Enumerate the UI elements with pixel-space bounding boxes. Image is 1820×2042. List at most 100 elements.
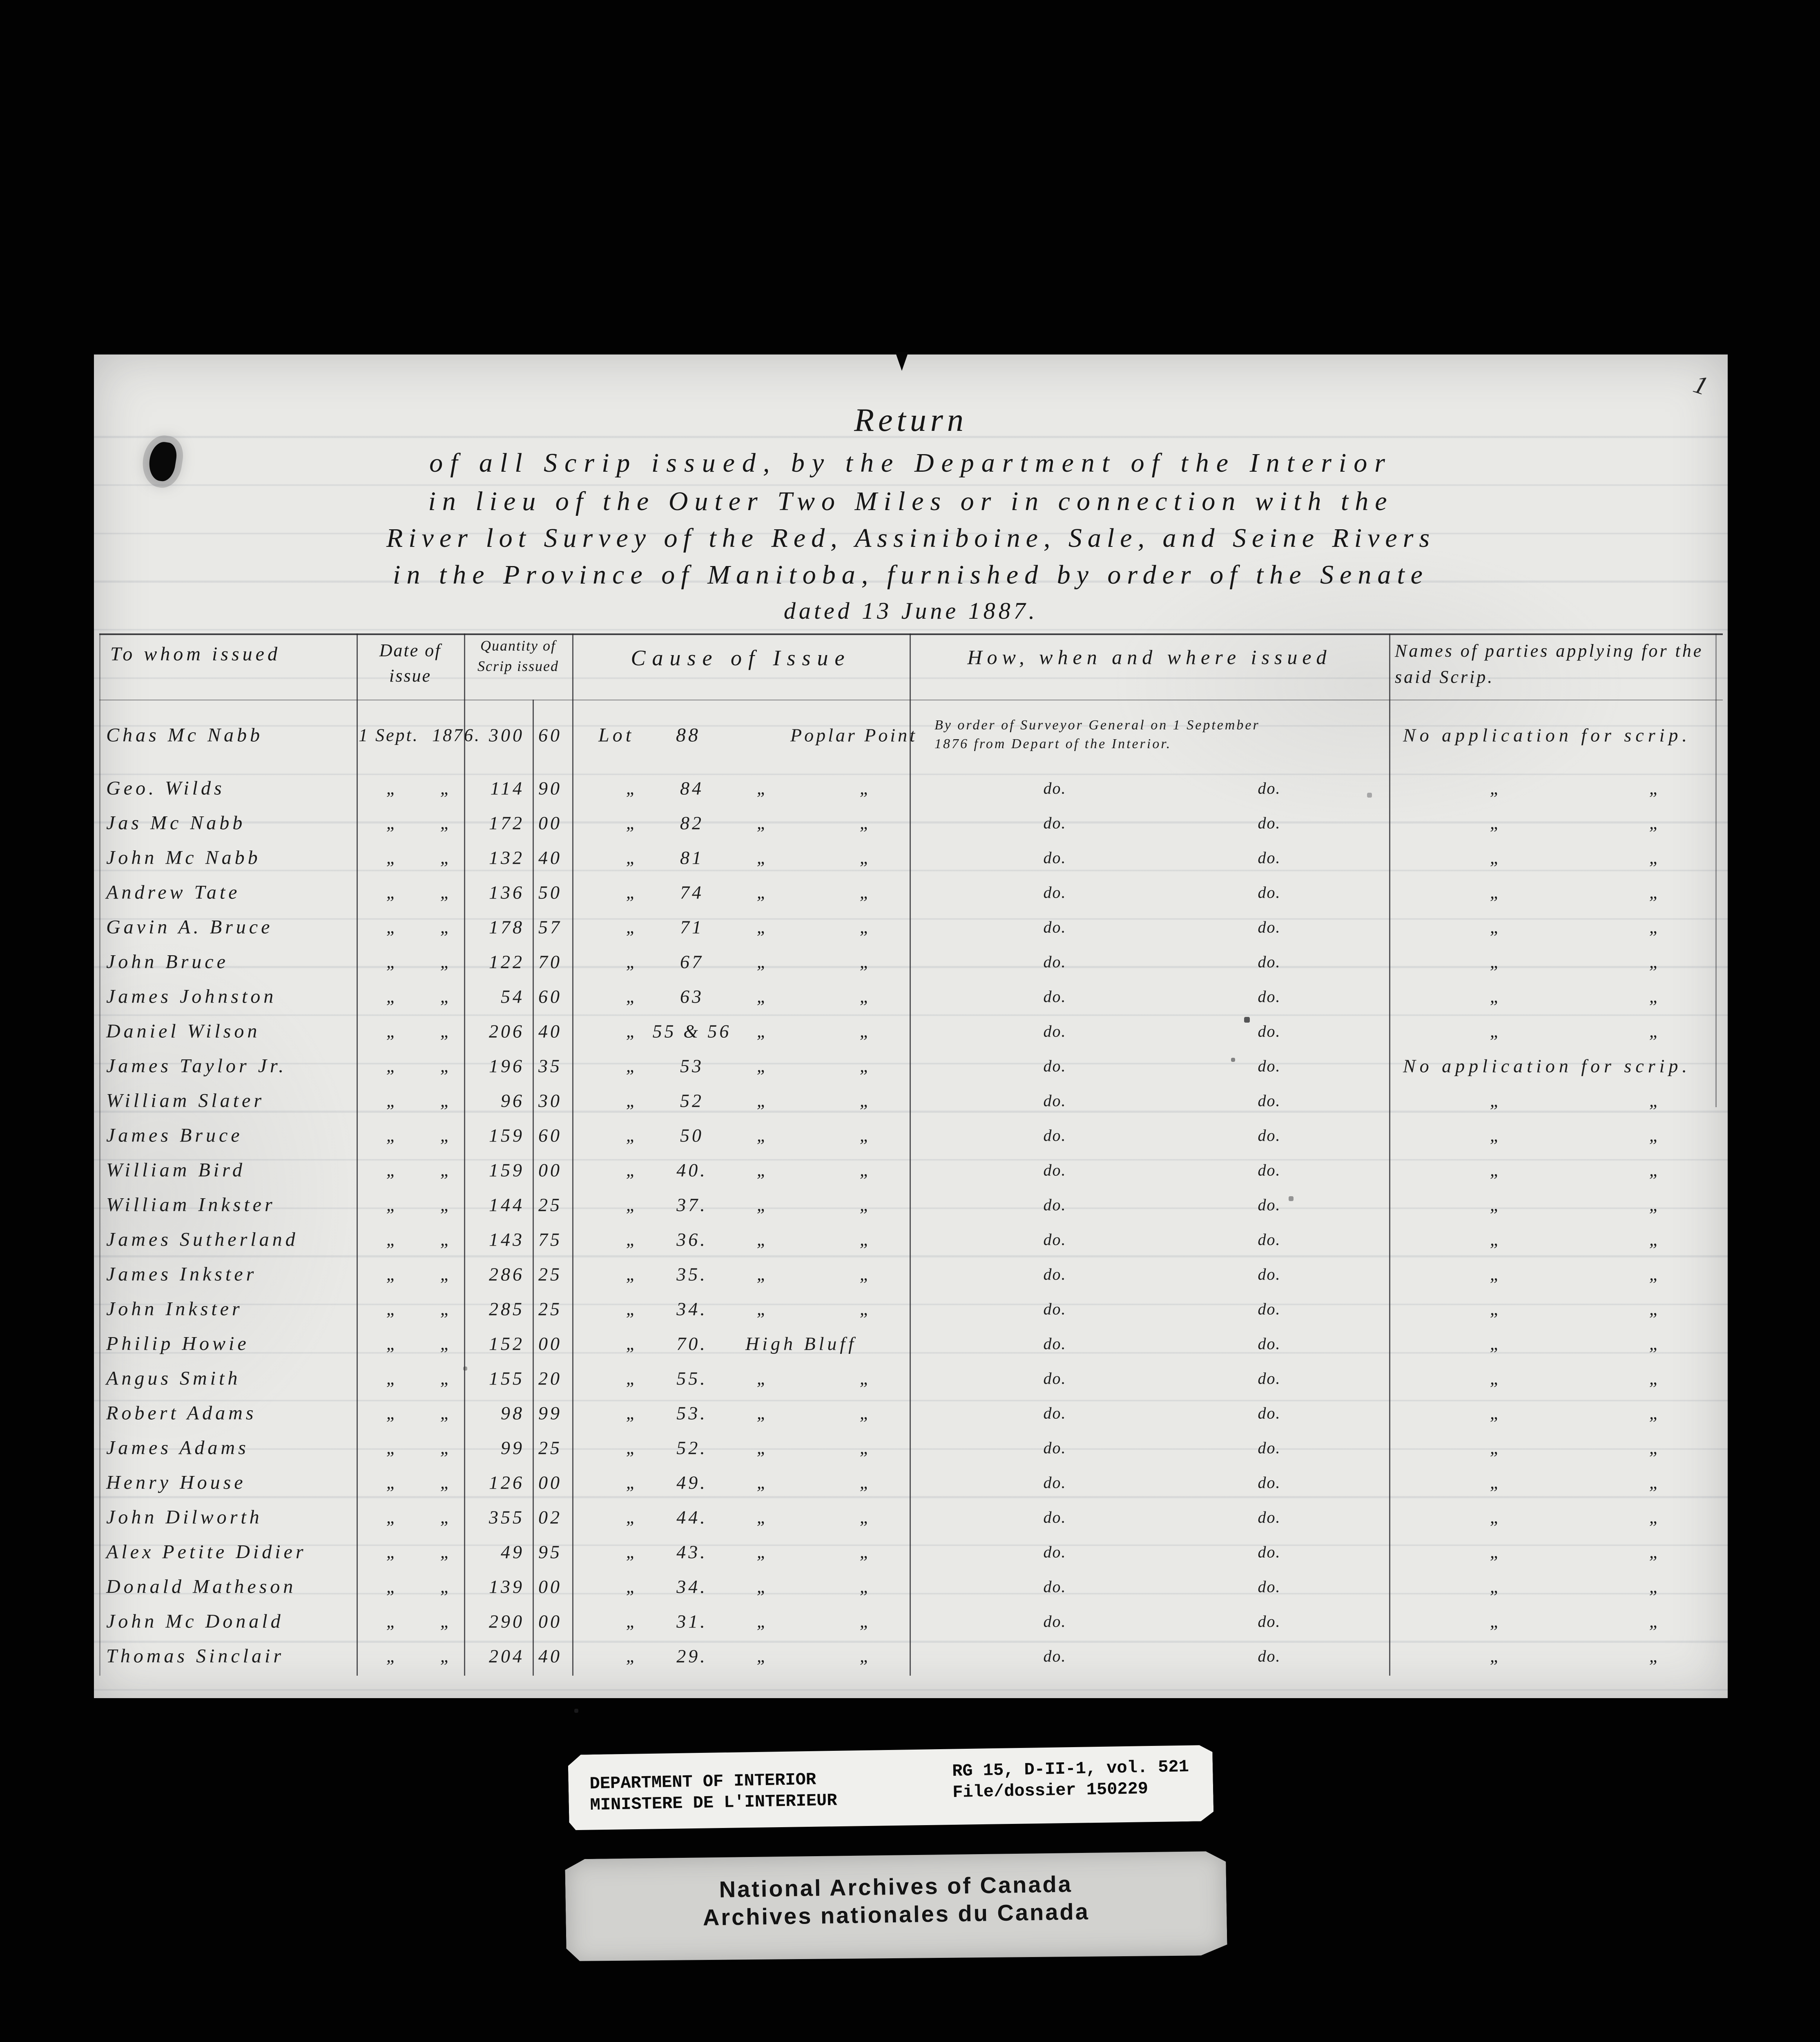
table-row: John Bruce „ „ 122 70 „ 67 „ „ do. do. „ „ xyxy=(94,945,1728,979)
cell-name: James Adams xyxy=(106,1436,249,1458)
cell-place-ditto: „ xyxy=(756,847,767,867)
cell-parties-ditto: „ xyxy=(1490,1298,1500,1319)
table-row: James Sutherland „ „ 143 75 „ 36. „ „ do. do. „ „ xyxy=(94,1222,1728,1257)
cell-how-ditto: do. xyxy=(1258,1265,1281,1284)
table-row: Gavin A. Bruce „ „ 178 57 „ 71 „ „ do. do. „ „ xyxy=(94,910,1728,945)
cell-how-ditto: do. xyxy=(1258,1334,1281,1353)
table-row: Chas Mc Nabb 1 Sept. 1876. 300 60 Lot 88 Poplar… xyxy=(94,700,1728,771)
cell-how-ditto: do. xyxy=(1043,883,1066,902)
table-row: William Slater „ „ 96 30 „ 52 „ „ do. do. „ „ xyxy=(94,1083,1728,1118)
cell-name: Robert Adams xyxy=(106,1402,257,1424)
cell-parties-ditto: „ xyxy=(1649,1229,1659,1249)
cell-quantity-dollars: 96 xyxy=(501,1090,524,1111)
cell-date-day: „ xyxy=(386,1264,397,1284)
cell-how-ditto: do. xyxy=(1043,1612,1066,1631)
cell-place-ditto: „ xyxy=(756,1472,767,1492)
cell-date-day: „ xyxy=(386,847,397,867)
cell-quantity-dollars: 152 xyxy=(489,1333,524,1354)
cell-date-day: „ xyxy=(386,951,397,972)
cell-place-ditto: „ xyxy=(859,1368,870,1388)
cell-name: John Mc Donald xyxy=(106,1610,284,1632)
cell-quantity-dollars: 122 xyxy=(489,951,524,972)
cell-place-ditto: „ xyxy=(756,882,767,902)
cell-quantity-cents: 00 xyxy=(538,1471,562,1493)
cell-quantity-cents: 40 xyxy=(538,1645,562,1666)
cell-name: William Inkster xyxy=(106,1193,276,1215)
cell-date-year: „ xyxy=(440,1437,451,1458)
cell-how-ditto: do. xyxy=(1043,814,1066,832)
cell-how-ditto: do. xyxy=(1258,1195,1281,1214)
cell-parties-ditto: „ xyxy=(1490,1541,1500,1562)
cell-parties-ditto: „ xyxy=(1649,882,1659,902)
cell-place-ditto: „ xyxy=(859,916,870,937)
table-top-rule xyxy=(99,633,1723,635)
cell-lot-number: 74 xyxy=(680,881,704,903)
cell-how-ditto: do. xyxy=(1043,1230,1066,1249)
cell-lot-number: 67 xyxy=(680,951,704,972)
cell-place-ditto: „ xyxy=(756,1159,767,1180)
cell-parties-ditto: „ xyxy=(1490,951,1500,972)
cell-quantity-dollars: 159 xyxy=(489,1124,524,1146)
cell-how-ditto: do. xyxy=(1258,1369,1281,1388)
cell-name: Henry House xyxy=(106,1471,246,1493)
cell-lot-label: „ xyxy=(626,986,636,1006)
cell-date-year: „ xyxy=(440,1472,451,1492)
cell-place-ditto: „ xyxy=(756,778,767,798)
cell-how-ditto: do. xyxy=(1043,1369,1066,1388)
cell-parties-ditto: „ xyxy=(1649,1021,1659,1041)
cell-lot-number: 52. xyxy=(676,1437,707,1458)
cell-quantity-cents: 60 xyxy=(538,985,562,1007)
cell-parties-ditto: „ xyxy=(1649,1645,1659,1666)
table-row: John Mc Donald „ „ 290 00 „ 31. „ „ do. do. „ „ xyxy=(94,1604,1728,1639)
cell-parties-ditto: „ xyxy=(1649,1611,1659,1631)
cell-date-year: „ xyxy=(440,1055,451,1076)
cell-lot-label: „ xyxy=(626,1541,636,1562)
column-header-how-when-where-issued: How, when and where issued xyxy=(967,646,1332,669)
cell-how-ditto: do. xyxy=(1043,1022,1066,1041)
cell-date-day: „ xyxy=(386,986,397,1006)
cell-place-ditto: „ xyxy=(756,1507,767,1527)
cell-how-ditto: do. xyxy=(1043,1126,1066,1145)
cell-name: William Bird xyxy=(106,1159,245,1181)
cell-how-ditto: do. xyxy=(1258,1612,1281,1631)
cell-quantity-cents: 99 xyxy=(538,1402,562,1423)
cell-name: Alex Petite Didier xyxy=(106,1540,307,1563)
cell-quantity-cents: 02 xyxy=(538,1506,562,1527)
cell-quantity-dollars: 144 xyxy=(489,1194,524,1215)
cell-place-ditto: „ xyxy=(859,1159,870,1180)
cell-lot-number: 34. xyxy=(676,1298,707,1319)
cell-name: Daniel Wilson xyxy=(106,1020,261,1042)
cell-lot-label: „ xyxy=(626,778,636,798)
cell-lot-label: „ xyxy=(626,1125,636,1145)
cell-lot-label: „ xyxy=(626,1437,636,1458)
cell-place-ditto: „ xyxy=(859,1472,870,1492)
cell-date-year: „ xyxy=(440,1159,451,1180)
cell-date-day: „ xyxy=(386,1437,397,1458)
cell-lot-number: 35. xyxy=(676,1263,707,1284)
cell-lot-number: 88 xyxy=(676,724,700,746)
cell-parties-ditto: „ xyxy=(1649,1541,1659,1562)
cell-lot-label: „ xyxy=(626,1090,636,1110)
cell-date-year: „ xyxy=(440,812,451,833)
cell-name: James Bruce xyxy=(106,1124,243,1146)
cell-how-ditto: do. xyxy=(1258,1473,1281,1492)
cell-quantity-cents: 95 xyxy=(538,1541,562,1562)
cell-place: High Bluff xyxy=(745,1333,857,1354)
cell-how-ditto: do. xyxy=(1258,1230,1281,1249)
cell-place-ditto: „ xyxy=(756,1541,767,1562)
cell-lot-number: 49. xyxy=(676,1471,707,1493)
cell-place-ditto: „ xyxy=(859,1402,870,1423)
title-line: in lieu of the Outer Two Miles or in con… xyxy=(428,486,1394,516)
cell-how-ditto: do. xyxy=(1258,1126,1281,1145)
cell-quantity-cents: 00 xyxy=(538,1159,562,1180)
cell-date-year: „ xyxy=(440,1507,451,1527)
cell-parties-ditto: „ xyxy=(1649,1368,1659,1388)
cell-place-ditto: „ xyxy=(859,1090,870,1110)
cell-quantity-cents: 35 xyxy=(538,1055,562,1076)
cell-quantity-cents: 00 xyxy=(538,812,562,833)
national-archives-stamp-strip: National Archives of Canada Archives nat… xyxy=(565,1849,1227,1965)
table-column-rule xyxy=(464,633,465,1676)
table-row: James Adams „ „ 99 25 „ 52. „ „ do. do. „ „ xyxy=(94,1431,1728,1465)
cell-date-day: „ xyxy=(386,1368,397,1388)
